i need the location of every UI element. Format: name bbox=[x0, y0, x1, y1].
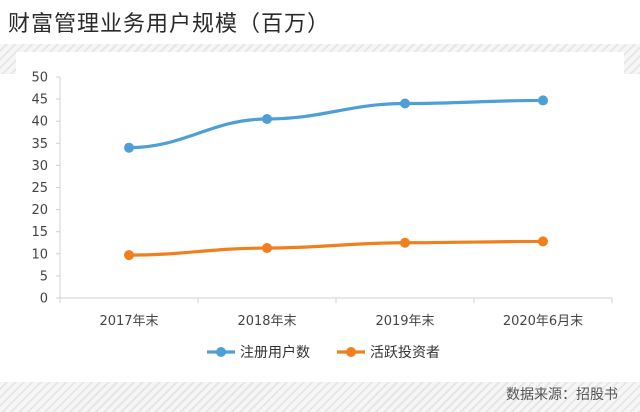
y-tick-label: 35 bbox=[31, 137, 48, 152]
legend-label-2: 活跃投资者 bbox=[370, 345, 440, 361]
data-point bbox=[124, 250, 134, 261]
series-line-1 bbox=[127, 98, 545, 150]
data-point bbox=[400, 98, 410, 109]
y-tick-label: 45 bbox=[31, 93, 48, 108]
legend-label-1: 注册用户数 bbox=[240, 344, 310, 361]
y-tick-label: 40 bbox=[31, 115, 48, 130]
series-line-2 bbox=[127, 239, 545, 257]
x-tick-label: 2017年末 bbox=[99, 314, 158, 329]
data-point bbox=[538, 236, 548, 247]
chart-panel bbox=[16, 52, 624, 382]
data-point bbox=[262, 243, 272, 254]
data-point bbox=[400, 237, 410, 248]
decorative-stripe-bottom bbox=[0, 382, 640, 412]
x-tick-label: 2020年6月末 bbox=[503, 314, 583, 329]
y-tick-label: 30 bbox=[31, 159, 48, 174]
x-tick-label: 2018年末 bbox=[237, 314, 296, 329]
x-tick-label: 2019年末 bbox=[375, 314, 434, 329]
y-tick-label: 50 bbox=[31, 71, 48, 86]
legend-marker-2 bbox=[346, 347, 356, 357]
y-tick-label: 5 bbox=[40, 269, 48, 284]
y-tick-label: 0 bbox=[40, 292, 48, 307]
page-title: 财富管理业务用户规模（百万） bbox=[8, 12, 331, 37]
y-tick-label: 15 bbox=[31, 225, 48, 240]
y-tick-label: 20 bbox=[31, 203, 48, 218]
data-point bbox=[262, 113, 272, 124]
y-tick-label: 25 bbox=[31, 181, 48, 196]
data-point bbox=[538, 95, 548, 106]
source-note: 数据来源：招股书 bbox=[506, 387, 618, 403]
y-tick-label: 10 bbox=[31, 247, 48, 262]
legend-marker-1 bbox=[216, 347, 226, 357]
data-point bbox=[124, 142, 134, 153]
